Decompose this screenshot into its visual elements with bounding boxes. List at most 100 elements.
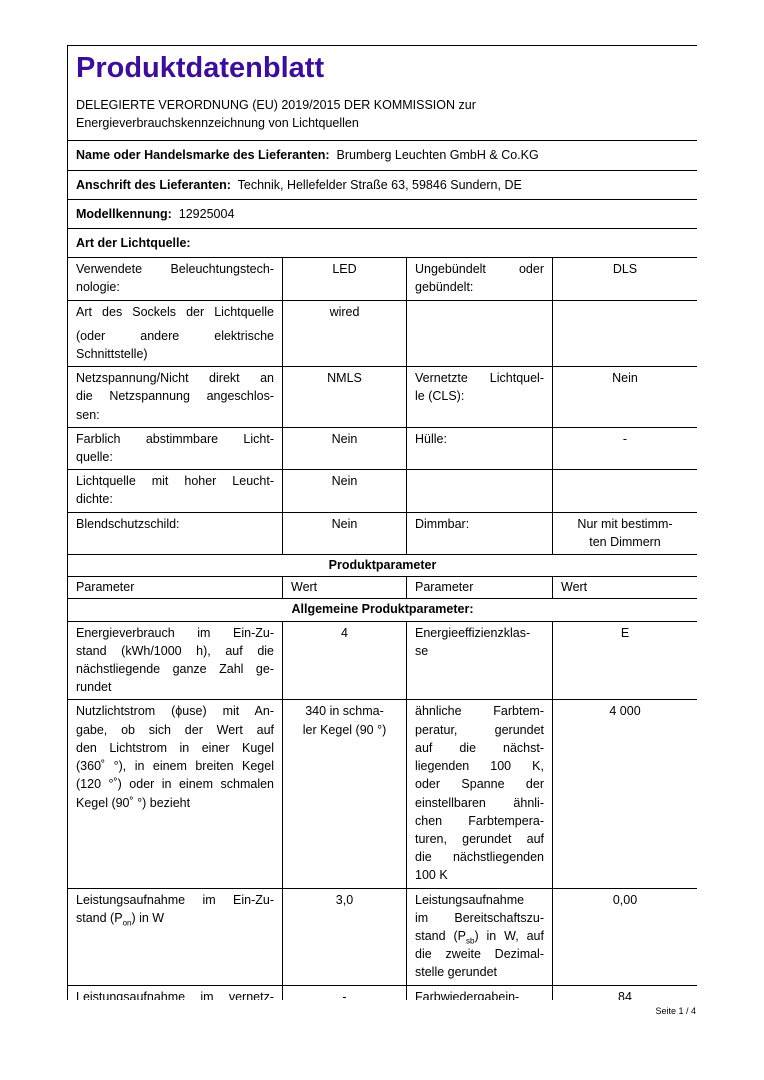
cell: Netzspannung/Nicht direkt an die Netzspan… [67, 366, 283, 428]
cell: Leistungsaufnahme im Ein-Zu-stand (Pon) … [67, 887, 283, 986]
text-line: Lichtquelle mit hoher Leucht- [76, 474, 274, 489]
subscript: sb [465, 936, 475, 946]
text-line: den Lichtstrom in einer Kugel [76, 740, 274, 755]
text-line: 4 000 [609, 704, 641, 719]
label: Modellkennung: [76, 206, 172, 221]
text-line: gabe, ob sich der Wert auf [76, 722, 274, 737]
row: Art des Sockels der Lichtquelle (oder and… [67, 299, 697, 368]
text: ) in W, auf [474, 928, 544, 943]
text-line: nächstliegende ganze Zahl ge- [76, 662, 274, 677]
cell: Nutzlichtstrom (ϕuse) mit An-gabe, ob si… [67, 699, 283, 889]
text-line: - [622, 431, 628, 446]
cell: Produktdatenblatt DELEGIERTE VERORDNUNG (… [67, 45, 697, 142]
text-line: quelle: [76, 450, 113, 465]
text-line: gebündelt: [415, 280, 474, 295]
text-line: die zweite Dezimal- [415, 947, 544, 962]
text-line: stand (Pon) in W [76, 909, 274, 927]
text-line: Netzspannung/Nicht direkt an [76, 371, 274, 386]
cell: Leistungsaufnahme im vernetz-ten Bereits… [67, 984, 283, 1000]
text-line: peratur, gerundet [415, 722, 544, 737]
subsection-heading: Allgemeine Produktparameter: [291, 602, 474, 617]
cell: Modellkennung: 12925004 [67, 198, 697, 230]
text-line: 0,00 [612, 892, 638, 907]
subtitle-line: Energieverbrauchskennzeichnung von Licht… [76, 116, 359, 131]
row: Modellkennung: 12925004 [67, 198, 697, 230]
text-line: sen: [76, 407, 100, 422]
cell: 3,0 [282, 887, 407, 986]
row: Leistungsaufnahme im Ein-Zu-stand (Pon) … [67, 887, 697, 986]
text-line: stelle gerundet [415, 965, 498, 980]
text-line: - [342, 989, 347, 1000]
text-line: Energieverbrauch im Ein-Zu- [76, 625, 274, 640]
title: Produktdatenblatt [76, 52, 325, 84]
cell: Nein [282, 511, 407, 556]
cell: DLS [552, 257, 697, 301]
text: stand (P [415, 928, 466, 943]
cell: - [552, 426, 697, 471]
cell: Blendschutzschild: [67, 511, 283, 556]
cell [406, 299, 553, 368]
text-line: Art des Sockels der Lichtquelle [76, 304, 274, 319]
cell: Ungebündelt oder gebündelt: [406, 257, 553, 301]
text-line: Nutzlichtstrom (ϕuse) mit An- [76, 704, 274, 719]
row: Leistungsaufnahme im vernetz-ten Bereits… [67, 984, 697, 1000]
text-line: DLS [612, 262, 638, 277]
text-line: liegenden 100 K, [415, 759, 544, 774]
page-number: Seite 1 / 4 [655, 1006, 696, 1016]
value: 12925004 [178, 206, 235, 221]
text: ) in W [131, 910, 165, 925]
column-header: Parameter [406, 576, 553, 600]
row: Allgemeine Produktparameter: [67, 598, 697, 622]
text-line: Verwendete Beleuchtungstech- [76, 262, 274, 277]
datasheet: Produktdatenblatt DELEGIERTE VERORDNUNG (… [67, 45, 697, 1000]
text-line: ten Dimmern [589, 534, 661, 549]
row: Verwendete Beleuchtungstech-nologie: LED U… [67, 257, 697, 301]
cell: Nein [282, 469, 407, 513]
text-line: Schnittstelle) [76, 347, 148, 362]
text-line: stand (Psb) in W, auf [415, 927, 544, 945]
cell: Art des Sockels der Lichtquelle (oder and… [67, 299, 283, 368]
cell: Nein [552, 366, 697, 428]
cell: Dimmbar: [406, 511, 553, 556]
text-line: Farbwiedergabein- [415, 989, 520, 1000]
cell: 4 [282, 620, 407, 701]
row: Art der Lichtquelle: [67, 228, 697, 259]
cell [552, 469, 697, 513]
row: Name oder Handelsmarke des Lieferanten: … [67, 140, 697, 171]
cell: Energieverbrauch im Ein-Zu-stand (kWh/10… [67, 620, 283, 701]
row: Produktdatenblatt DELEGIERTE VERORDNUNG (… [67, 45, 697, 142]
text-line: dichte: [76, 492, 113, 507]
cell [552, 299, 697, 368]
text-line: rundet [76, 680, 112, 695]
cell: 84 [552, 984, 697, 1000]
cell: ähnliche Farbtem-peratur, gerundet auf di… [406, 699, 553, 889]
cell: Nur mit bestimm-ten Dimmern [552, 511, 697, 556]
text-line: Leistungsaufnahme im vernetz- [76, 989, 274, 1000]
cell: 0,00 [552, 887, 697, 986]
cell: Lichtquelle mit hoher Leucht-dichte: [67, 469, 283, 513]
cell: Produktparameter [67, 554, 697, 578]
subscript: on [122, 918, 132, 928]
text-line: turen, gerundet auf [415, 831, 544, 846]
text-line: ler Kegel (90 °) [302, 722, 387, 737]
cell: Farblich abstimmbare Licht-quelle: [67, 426, 283, 471]
text-line: (oder andere elektrische [76, 328, 274, 343]
text-line: LED [332, 262, 357, 277]
text-line: (360˚ °), in einem breiten Kegel [76, 759, 274, 774]
cell: Allgemeine Produktparameter: [67, 598, 697, 622]
text-line: Nein [331, 516, 358, 531]
column-header: Wert [552, 576, 697, 600]
text-line: stand (kWh/1000 h), auf die [76, 643, 274, 658]
text-line: Nein [331, 474, 358, 489]
text-line: Kegel (90˚ °) bezieht [76, 795, 191, 810]
text-line: wired [329, 304, 360, 319]
column-header: Wert [282, 576, 407, 600]
cell: Verwendete Beleuchtungstech-nologie: [67, 257, 283, 301]
cell: Nein [282, 426, 407, 471]
label: Anschrift des Lieferanten: [76, 177, 231, 192]
text-line: Ungebündelt oder [415, 262, 544, 277]
text-line: oder Spanne der [415, 777, 544, 792]
cell [406, 469, 553, 513]
text-line: Nein [331, 431, 358, 446]
